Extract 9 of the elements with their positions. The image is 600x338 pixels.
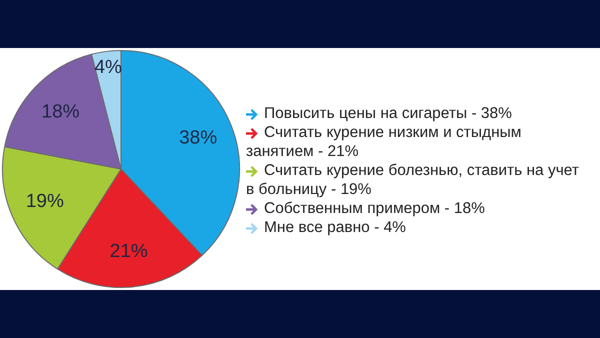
data-label: 38%: [179, 128, 218, 149]
legend-label: Повысить цены на сигареты - 38%: [264, 105, 512, 122]
data-label: 19%: [26, 191, 64, 212]
legend-label: Считать курение болезнью, ставить на учет в больницу - 19%: [246, 162, 580, 198]
data-label: 21%: [110, 240, 148, 262]
legend-label: Считать курение низким и стыдным занятием - 21%: [246, 124, 522, 160]
legend-label: Мне все равно - 4%: [264, 219, 406, 236]
data-label: 18%: [42, 101, 80, 122]
legend-label: Собственным примером - 18%: [264, 200, 485, 217]
